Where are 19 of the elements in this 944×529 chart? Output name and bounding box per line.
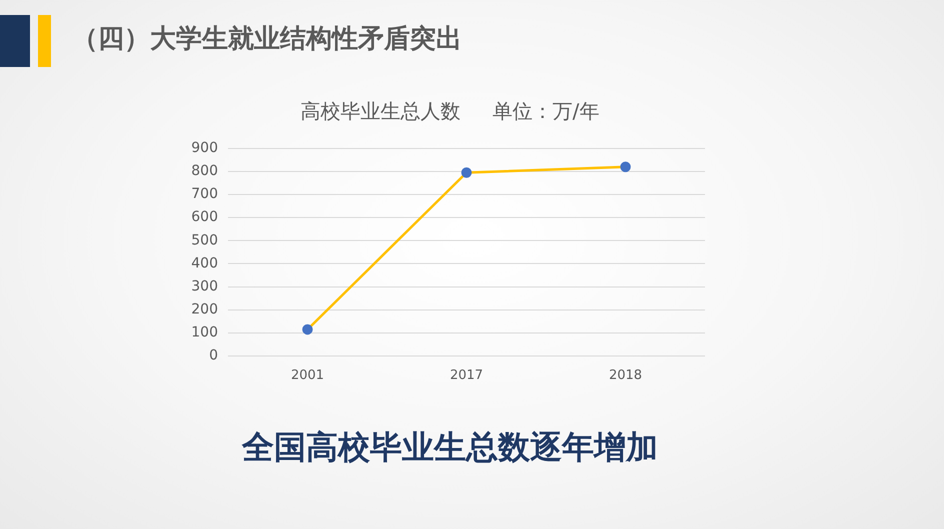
- y-tick-label: 200: [191, 302, 218, 318]
- y-tick-label: 100: [191, 324, 218, 341]
- text: 全国高校毕业生总数逐年增加: [242, 428, 658, 466]
- y-tick-label: 300: [191, 278, 218, 294]
- y-tick-label: 700: [191, 186, 218, 202]
- y-tick-label: 800: [191, 163, 218, 180]
- chart-title: （四）大学生就业结构性矛盾突出: [72, 24, 462, 54]
- y-tick-label: 0: [209, 348, 218, 364]
- x-tick-label: 2001: [290, 368, 324, 384]
- y-tick-label: 600: [191, 209, 218, 226]
- point: [620, 162, 631, 172]
- point: [461, 167, 472, 178]
- x-tick-label: 2018: [608, 368, 642, 384]
- y-tick-label: 900: [191, 140, 218, 156]
- y-tick-label: 500: [191, 232, 218, 248]
- point: [302, 324, 313, 335]
- x-tick-label: 2017: [450, 368, 484, 384]
- y-tick-label: 400: [191, 255, 218, 272]
- chart-subtitle: 高校毕业生总人数 单位：万/年: [300, 99, 600, 123]
